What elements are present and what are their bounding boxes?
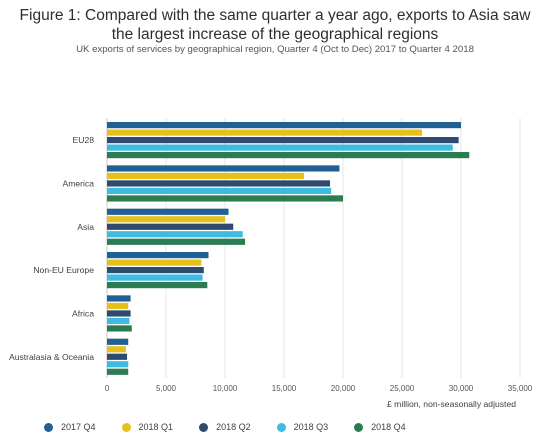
x-tick-label: 35,000 xyxy=(508,384,533,393)
bar[interactable] xyxy=(107,187,332,195)
bar[interactable] xyxy=(107,317,130,325)
legend-marker xyxy=(121,422,131,432)
bar[interactable] xyxy=(107,310,131,317)
bar[interactable] xyxy=(107,302,129,310)
chart-title-line2: the largest increase of the geographical… xyxy=(111,26,439,43)
bar[interactable] xyxy=(107,165,340,172)
legend-marker xyxy=(44,422,53,432)
chart-title: Figure 1: Compared with the same quarter… xyxy=(0,6,550,44)
x-tick-label: 15,000 xyxy=(272,384,297,393)
legend-label: 2018 Q4 xyxy=(371,422,406,432)
bar[interactable] xyxy=(107,137,459,144)
grid-lines xyxy=(106,118,521,378)
legend-item[interactable]: 2018 Q1 xyxy=(121,422,174,432)
bar[interactable] xyxy=(107,346,126,353)
bar[interactable] xyxy=(107,180,331,187)
bar[interactable] xyxy=(107,122,461,129)
bar[interactable] xyxy=(107,295,131,302)
bar[interactable] xyxy=(107,325,132,332)
legend-label: 2018 Q3 xyxy=(293,422,329,432)
chart-title-line1: Figure 1: Compared with the same quarter… xyxy=(19,7,531,24)
legend-label: 2017 Q4 xyxy=(61,422,96,432)
bar[interactable] xyxy=(107,252,209,259)
bar[interactable] xyxy=(107,129,423,136)
bar[interactable] xyxy=(107,238,246,245)
bar[interactable] xyxy=(107,195,343,202)
legend-item[interactable]: 2018 Q4 xyxy=(354,422,406,432)
bar[interactable] xyxy=(107,172,305,180)
legend-label: 2018 Q1 xyxy=(138,422,174,432)
bar[interactable] xyxy=(107,282,208,289)
x-tick-label: 30,000 xyxy=(449,384,474,393)
category-label: Africa xyxy=(72,308,94,318)
legend-item[interactable]: 2017 Q4 xyxy=(44,422,96,432)
x-tick-label: 10,000 xyxy=(213,384,238,393)
legend: 2017 Q4 2018 Q1 2018 Q2 2018 Q3 2018 Q4 xyxy=(44,422,432,432)
x-tick-label: 25,000 xyxy=(390,384,415,393)
bar[interactable] xyxy=(107,144,453,151)
legend-item[interactable]: 2018 Q3 xyxy=(276,422,329,432)
legend-marker xyxy=(354,422,364,432)
x-tick-labels: 0 5,000 10,000 15,000 20,000 25,000 30,000 35,0… xyxy=(105,384,533,393)
bar-chart: EU28 America Asia Non-EU Europe Africa Austra… xyxy=(9,118,533,409)
bar[interactable] xyxy=(107,267,204,274)
legend-item[interactable]: 2018 Q2 xyxy=(199,422,251,432)
bar[interactable] xyxy=(107,152,470,159)
category-label: Australasia & Oceania xyxy=(9,352,94,362)
legend-marker xyxy=(199,422,209,432)
category-label: America xyxy=(62,178,94,188)
bar[interactable] xyxy=(107,353,128,360)
x-tick-label: 5,000 xyxy=(156,384,177,393)
category-label: EU28 xyxy=(73,135,95,145)
x-tick-label: 0 xyxy=(105,384,110,393)
x-tick-label: 20,000 xyxy=(331,384,356,393)
bar[interactable] xyxy=(107,259,202,266)
legend-label: 2018 Q2 xyxy=(216,422,251,432)
category-labels: EU28 America Asia Non-EU Europe Africa Austra… xyxy=(9,135,94,362)
bar[interactable] xyxy=(107,368,129,375)
category-label: Asia xyxy=(77,222,94,232)
legend-marker xyxy=(276,422,286,432)
category-label: Non-EU Europe xyxy=(33,265,94,275)
bar[interactable] xyxy=(107,361,129,368)
bar[interactable] xyxy=(107,216,225,223)
bars xyxy=(107,122,470,375)
bar[interactable] xyxy=(107,274,203,281)
bar[interactable] xyxy=(107,338,129,345)
bar[interactable] xyxy=(107,208,229,215)
chart-subtitle: UK exports of services by geographical r… xyxy=(76,44,474,55)
bar[interactable] xyxy=(107,231,243,238)
x-axis-label: £ million, non-seasonally adjusted xyxy=(387,399,516,409)
bar[interactable] xyxy=(107,223,234,230)
